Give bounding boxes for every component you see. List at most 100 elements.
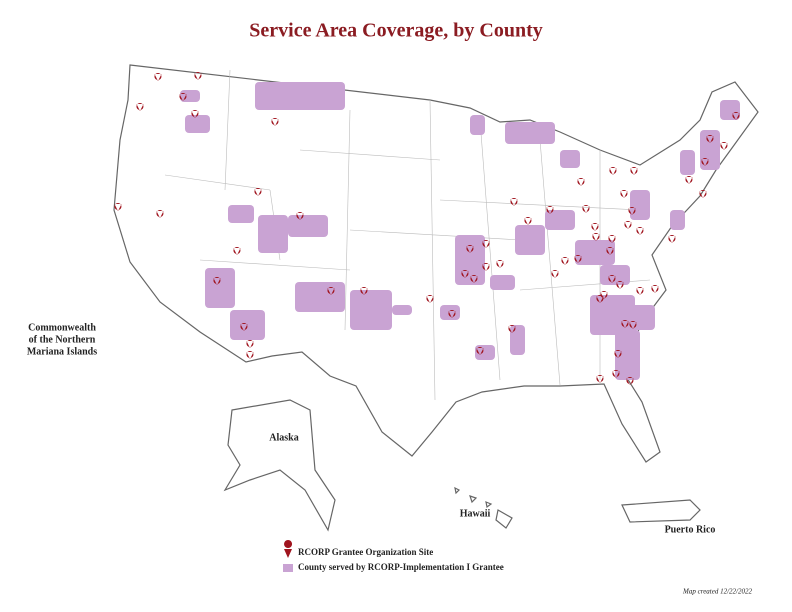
grantee-site [360, 287, 368, 295]
grantee-site [636, 287, 644, 295]
grantee-site [482, 263, 490, 271]
legend-label: RCORP Grantee Organization Site [298, 547, 433, 557]
hawaii-islands [454, 486, 513, 529]
coverage-area [615, 330, 640, 380]
coverage-area [185, 115, 210, 133]
coverage-area [258, 215, 288, 253]
grantee-site [600, 291, 608, 299]
coverage-area [230, 310, 265, 340]
grantee-site [114, 203, 122, 211]
map-note: Map created 12/22/2022 [682, 588, 752, 596]
coverage-area [630, 190, 650, 220]
coverage-area [510, 325, 525, 355]
alaska: Alaska [223, 399, 336, 532]
coverage-area [228, 205, 254, 223]
grantee-site [482, 240, 490, 248]
grantee-site [608, 275, 616, 283]
grantee-site [254, 188, 262, 196]
grantee-site [136, 103, 144, 111]
grantee-site [720, 142, 728, 150]
legend-label: County served by RCORP-Implementation I … [298, 562, 504, 572]
mariana-label-line: Mariana Islands [27, 346, 97, 357]
coverage-area [590, 295, 635, 335]
grantee-site [561, 257, 569, 265]
grantee-site [461, 270, 469, 278]
grantee-site [668, 235, 676, 243]
grantee-site [508, 325, 516, 333]
coverage-areas [180, 82, 740, 380]
coverage-area [515, 225, 545, 255]
grantee-site [240, 323, 248, 331]
coverage-area [440, 305, 460, 320]
coverage-area [560, 150, 580, 168]
grantee-site [448, 310, 456, 318]
grantee-site [574, 255, 582, 263]
coverage-area [700, 130, 720, 170]
coverage-area [205, 268, 235, 308]
grantee-site [616, 281, 624, 289]
coverage-area [455, 235, 485, 285]
us-outline [113, 64, 759, 463]
grantee-sites [114, 72, 740, 385]
legend: RCORP Grantee Organization Site County s… [283, 540, 504, 572]
grantee-site [732, 112, 740, 120]
contiguous-us [113, 64, 759, 463]
map-title: Service Area Coverage, by County [249, 20, 542, 42]
grantee-site [524, 217, 532, 225]
grantee-site [327, 287, 335, 295]
grantee-site [624, 221, 632, 229]
grantee-site [179, 93, 187, 101]
grantee-site [233, 247, 241, 255]
coverage-area [295, 282, 345, 312]
grantee-site [612, 370, 620, 378]
grantee-site [636, 227, 644, 235]
grantee-site [609, 167, 617, 175]
hawaii-label: Hawaii [460, 508, 491, 519]
grantee-site [271, 118, 279, 126]
grantee-site [706, 135, 714, 143]
grantee-site [606, 247, 614, 255]
grantee-site [685, 176, 693, 184]
grantee-site [194, 72, 202, 80]
coverage-area [575, 240, 615, 265]
grantee-site [476, 347, 484, 355]
coverage-area [545, 210, 575, 230]
coverage-area [350, 290, 392, 330]
coverage-area [490, 275, 515, 290]
grantee-site [426, 295, 434, 303]
grantee-site [156, 210, 164, 218]
grantee-site [213, 277, 221, 285]
coverage-area [475, 345, 495, 360]
puerto-rico-outline [621, 499, 701, 523]
grantee-site [630, 167, 638, 175]
legend-pin [284, 540, 293, 558]
grantee-site [246, 340, 254, 348]
coverage-area [670, 210, 685, 230]
alaska-label: Alaska [269, 432, 298, 443]
grantee-site [628, 207, 636, 215]
grantee-site [577, 178, 585, 186]
grantee-site [629, 321, 637, 329]
mariana-label-line: Commonwealth [28, 322, 96, 333]
grantee-site [626, 377, 634, 385]
grantee-site [591, 223, 599, 231]
grantee-site [701, 158, 709, 166]
grantee-site [470, 275, 478, 283]
grantee-site [546, 206, 554, 214]
grantee-site [246, 351, 254, 359]
coverage-area [392, 305, 412, 315]
coverage-area [720, 100, 740, 120]
coverage-area [505, 122, 555, 144]
grantee-site [620, 190, 628, 198]
alaska-outline [223, 399, 336, 532]
grantee-site [154, 73, 162, 81]
grantee-site [592, 233, 600, 241]
grantee-site [608, 235, 616, 243]
coverage-area [255, 82, 345, 110]
grantee-site [296, 212, 304, 220]
coverage-area [630, 305, 655, 330]
grantee-site [614, 350, 622, 358]
grantee-site [466, 245, 474, 253]
mariana-label: Commonwealth of the Northern Mariana Isl… [27, 322, 97, 357]
